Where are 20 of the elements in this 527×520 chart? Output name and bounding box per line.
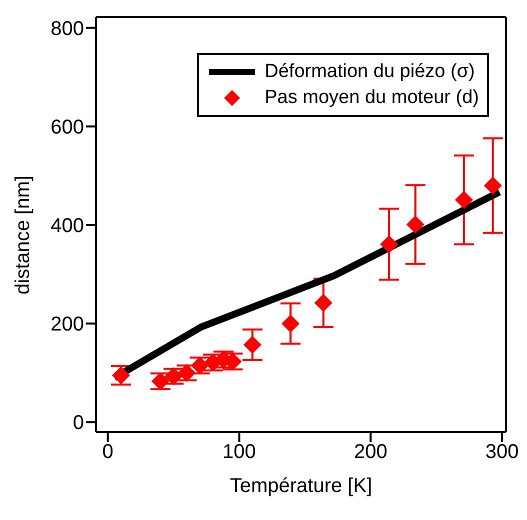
legend-label: Déformation du piézo (σ) (264, 60, 475, 84)
x-tick-label: 300 (485, 441, 519, 464)
legend-label: Pas moyen du moteur (d) (264, 86, 479, 110)
y-tick-label: 400 (50, 215, 84, 238)
point (406, 216, 424, 234)
point (243, 336, 262, 354)
x-tick-label: 0 (102, 441, 114, 464)
point (281, 314, 300, 333)
y-tick-label: 0 (72, 412, 84, 434)
point (314, 294, 332, 312)
y-tick-label: 600 (50, 116, 84, 139)
y-tick-label: 200 (50, 314, 84, 336)
x-axis-title: Température [K] (230, 475, 372, 497)
point (484, 176, 502, 195)
x-tick-label: 100 (222, 441, 256, 464)
y-tick-label: 800 (50, 18, 84, 40)
point (454, 190, 473, 209)
y-axis-title: distance [nm] (12, 176, 34, 294)
point (380, 235, 398, 254)
x-tick-label: 200 (354, 441, 388, 464)
